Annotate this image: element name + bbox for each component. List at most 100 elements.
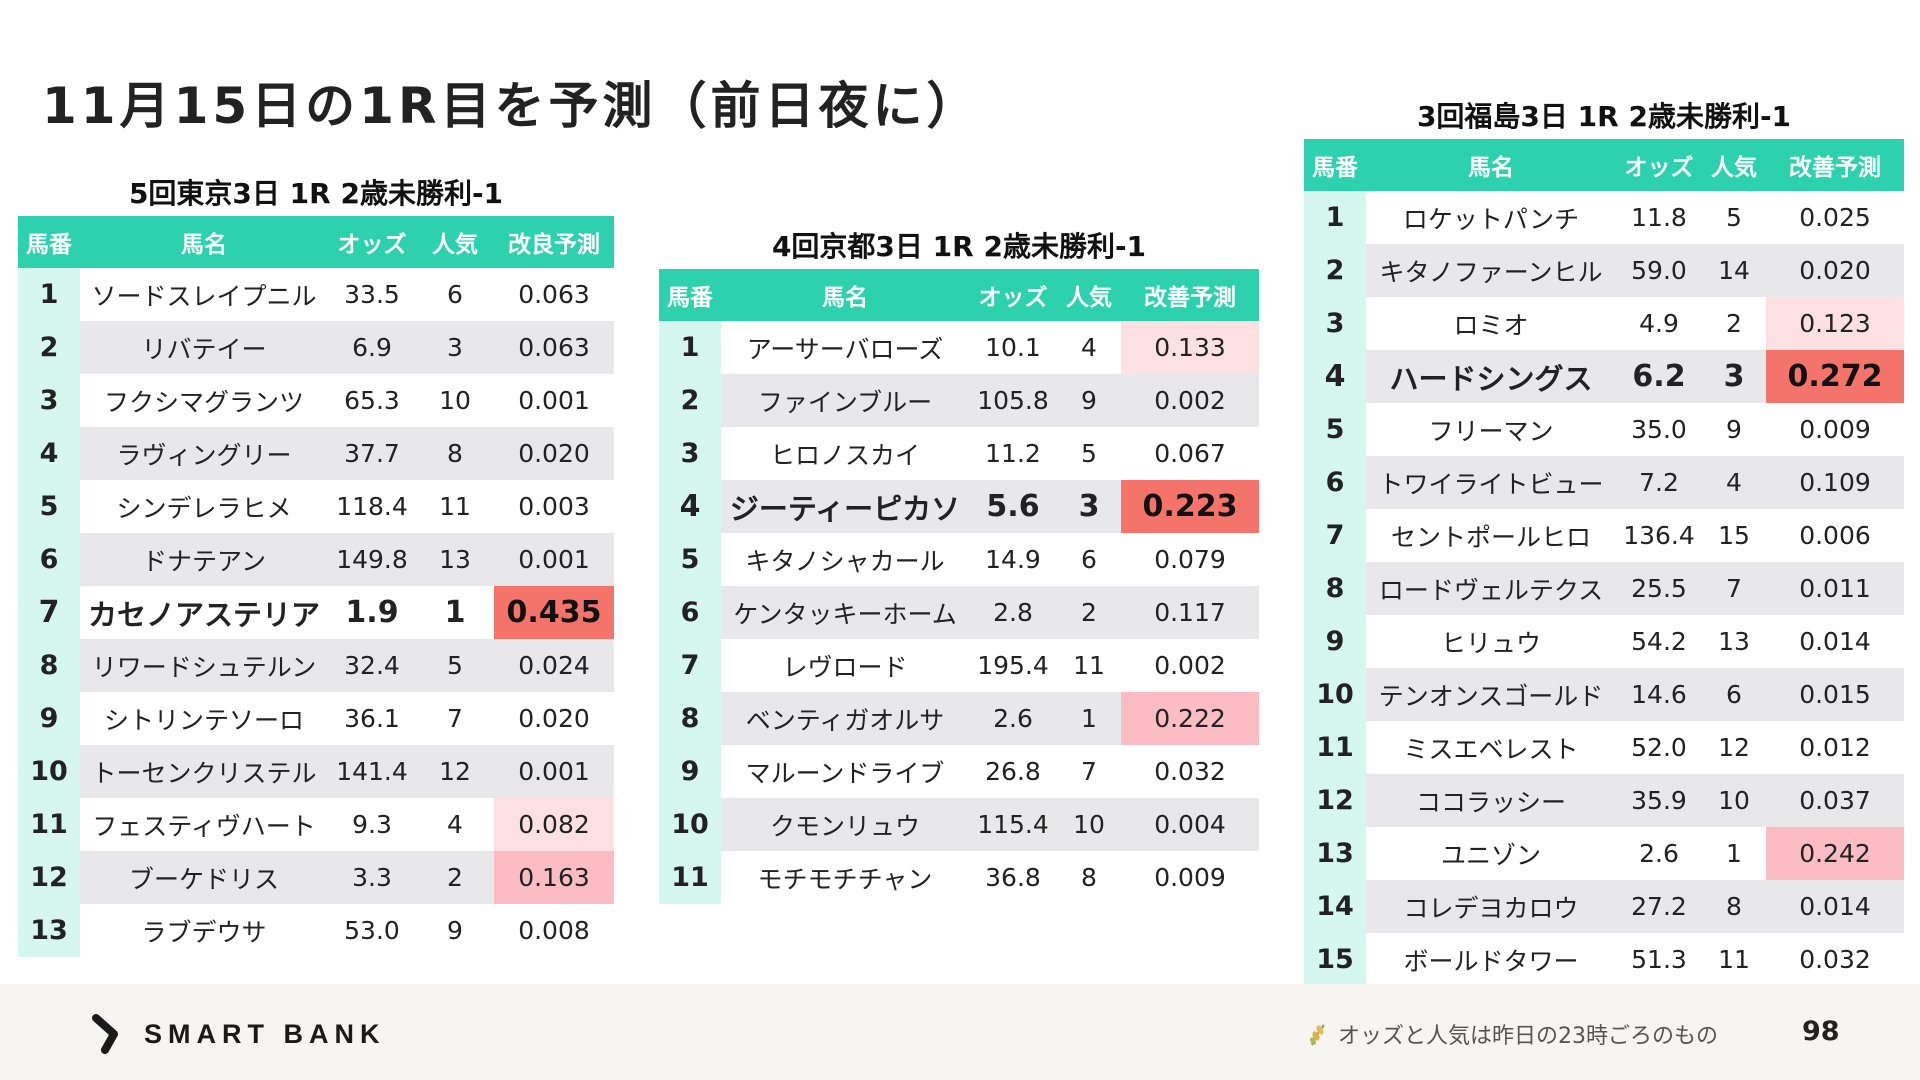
horse-name-cell: ケンタッキーホーム xyxy=(721,586,969,639)
popularity-cell: 6 xyxy=(1702,668,1766,721)
table-row: 13 ユニゾン 2.6 1 0.242 xyxy=(1304,827,1904,880)
horse-name-cell: リワードシュテルン xyxy=(80,639,328,692)
table-row: 4 ハードシングス 6.2 3 0.272 xyxy=(1304,350,1904,403)
prediction-cell: 0.015 xyxy=(1766,668,1904,721)
odds-table: 馬番 馬名 オッズ 人気 改善予測 1 アーサーバローズ 10.1 4 0.133 2 ファインブル… xyxy=(659,269,1259,904)
prediction-cell: 0.079 xyxy=(1154,545,1226,574)
table-row: 2 ファインブルー 105.8 9 0.002 xyxy=(659,374,1259,427)
odds-cell: 33.5 xyxy=(344,280,400,309)
popularity-cell: 2 xyxy=(1057,586,1121,639)
table-header-row: 馬番 馬名 オッズ 人気 改善予測 xyxy=(1304,139,1904,191)
prediction-cell: 0.020 xyxy=(494,427,614,480)
footer: SMART BANK オッズと人気は昨日の23時ごろのもの 98 xyxy=(0,984,1920,1080)
table-row: 2 リバテイー 6.9 3 0.063 xyxy=(18,321,614,374)
prediction-cell: 0.037 xyxy=(1766,774,1904,827)
header-odds: オッズ xyxy=(969,269,1057,321)
prediction-cell: 0.163 xyxy=(494,851,614,904)
odds-table: 馬番 馬名 オッズ 人気 改良予測 1 ソードスレイプニル 33.5 6 0.063 2 リバテイー… xyxy=(18,216,614,957)
table-row: 11 フェスティヴハート 9.3 4 0.082 xyxy=(18,798,614,851)
prediction-cell: 0.242 xyxy=(1766,827,1904,880)
popularity-cell: 9 xyxy=(1057,374,1121,427)
horse-name-cell: ミスエベレスト xyxy=(1403,734,1579,764)
horse-name-cell: モチモチチャン xyxy=(757,864,933,894)
table-row: 13 ラブデウサ 53.0 9 0.008 xyxy=(18,904,614,957)
horse-number-cell: 6 xyxy=(18,533,80,586)
horse-name-cell: キタノファーンヒル xyxy=(1366,244,1616,297)
horse-name-cell: アーサーバローズ xyxy=(746,334,944,364)
header-popularity: 人気 xyxy=(1057,269,1121,321)
horse-name-cell: レヴロード xyxy=(782,652,908,682)
race-table-tokyo: 5回東京3日 1R 2歳未勝利-1 馬番 馬名 オッズ 人気 改良予測 1 ソードスレイプ… xyxy=(18,172,614,957)
popularity-cell: 8 xyxy=(1081,863,1097,892)
horse-name-cell: ラヴィングリー xyxy=(80,427,328,480)
table-row: 5 キタノシャカール 14.9 6 0.079 xyxy=(659,533,1259,586)
popularity-cell: 10 xyxy=(439,386,471,415)
prediction-cell: 0.435 xyxy=(494,586,614,639)
prediction-cell: 0.002 xyxy=(1121,374,1259,427)
header-prediction: 改善予測 xyxy=(1121,269,1259,321)
odds-cell: 118.4 xyxy=(336,492,408,521)
prediction-cell: 0.024 xyxy=(494,639,614,692)
odds-cell: 52.0 xyxy=(1631,733,1687,762)
popularity-cell: 5 xyxy=(1081,439,1097,468)
odds-cell: 35.0 xyxy=(1631,415,1687,444)
popularity-cell: 1 xyxy=(1057,692,1121,745)
popularity-cell: 6 xyxy=(447,280,463,309)
odds-cell: 14.6 xyxy=(1616,668,1702,721)
prediction-cell: 0.012 xyxy=(1799,733,1871,762)
smartbank-logo-icon xyxy=(92,1014,118,1054)
odds-cell: 6.2 xyxy=(1616,350,1702,403)
race-title: 3回福島3日 1R 2歳未勝利-1 xyxy=(1416,100,1792,133)
horse-name-cell: ラブデウサ xyxy=(141,917,267,947)
odds-cell: 32.4 xyxy=(328,639,416,692)
odds-cell: 35.9 xyxy=(1616,774,1702,827)
horse-number-cell: 8 xyxy=(659,692,721,745)
prediction-cell: 0.009 xyxy=(1154,863,1226,892)
horse-number-cell: 9 xyxy=(18,692,80,745)
horse-name-cell: リバテイー xyxy=(80,321,328,374)
odds-cell: 2.8 xyxy=(969,586,1057,639)
page-number: 98 xyxy=(1802,1016,1840,1047)
popularity-cell: 1 xyxy=(1726,839,1742,868)
header-horse-name: 馬名 xyxy=(1366,139,1616,191)
table-row: 5 シンデレラヒメ 118.4 11 0.003 xyxy=(18,480,614,533)
table-row: 8 ベンティガオルサ 2.6 1 0.222 xyxy=(659,692,1259,745)
popularity-cell: 7 xyxy=(447,704,463,733)
odds-cell: 6.9 xyxy=(328,321,416,374)
odds-cell: 36.1 xyxy=(344,704,400,733)
page-title: 11月15日の1R目を予測（前日夜に） xyxy=(42,77,981,135)
popularity-cell: 2 xyxy=(416,851,494,904)
popularity-cell: 6 xyxy=(1081,545,1097,574)
popularity-cell: 9 xyxy=(447,916,463,945)
horse-name-cell: ジーティーピカソ xyxy=(721,480,969,533)
table-row: 4 ラヴィングリー 37.7 8 0.020 xyxy=(18,427,614,480)
horse-name-cell: ヒロノスカイ xyxy=(769,440,920,470)
popularity-cell: 13 xyxy=(1718,627,1750,656)
header-horse-number: 馬番 xyxy=(659,269,721,321)
horse-name-cell: ハードシングス xyxy=(1366,350,1616,403)
odds-cell: 136.4 xyxy=(1623,521,1695,550)
horse-number-cell: 13 xyxy=(18,904,80,957)
odds-cell: 195.4 xyxy=(977,651,1049,680)
horse-number-cell: 2 xyxy=(1304,244,1366,297)
header-horse-number: 馬番 xyxy=(1304,139,1366,191)
horse-name-cell: キタノシャカール xyxy=(745,546,945,576)
horse-name-cell: ソードスレイプニル xyxy=(91,281,317,311)
horse-name-cell: テンオンスゴールド xyxy=(1366,668,1616,721)
horse-name-cell: フェスティヴハート xyxy=(92,811,316,841)
horse-number-cell: 3 xyxy=(1304,297,1366,350)
table-row: 12 ブーケドリス 3.3 2 0.163 xyxy=(18,851,614,904)
horse-number-cell: 3 xyxy=(18,374,80,427)
odds-cell: 26.8 xyxy=(985,757,1041,786)
prediction-cell: 0.117 xyxy=(1121,586,1259,639)
prediction-cell: 0.109 xyxy=(1766,456,1904,509)
horse-number-cell: 11 xyxy=(659,851,721,904)
odds-cell: 2.6 xyxy=(1639,839,1679,868)
horse-name-cell: トワイライトビュー xyxy=(1366,456,1616,509)
table-row: 11 モチモチチャン 36.8 8 0.009 xyxy=(659,851,1259,904)
horse-name-cell: フクシマグランツ xyxy=(103,387,304,417)
horse-number-cell: 1 xyxy=(1304,191,1366,244)
horse-name-cell: ロケットパンチ xyxy=(1402,204,1580,234)
horse-number-cell: 12 xyxy=(1304,774,1366,827)
table-row: 9 マルーンドライブ 26.8 7 0.032 xyxy=(659,745,1259,798)
